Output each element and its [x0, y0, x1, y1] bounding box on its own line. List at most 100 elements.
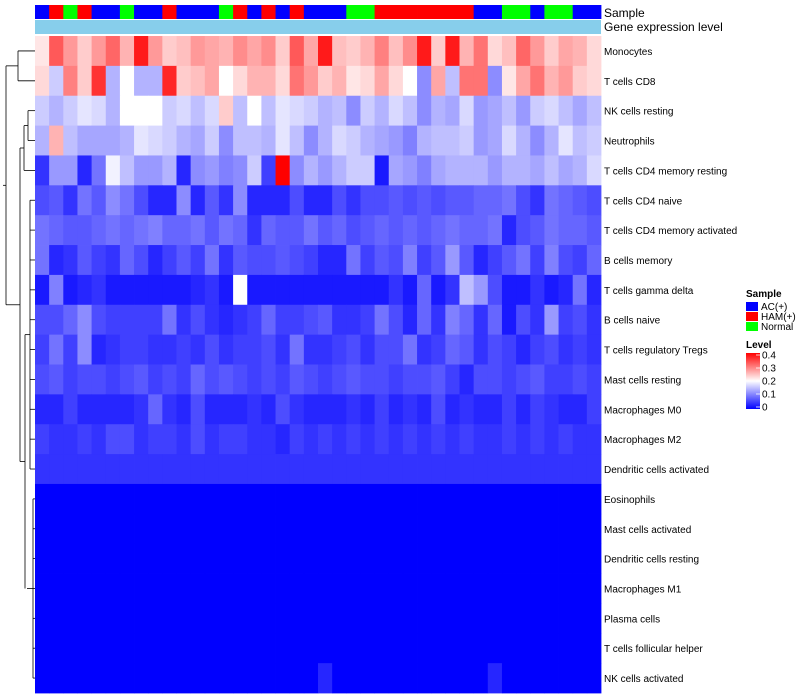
heatmap-cell — [417, 424, 432, 455]
heatmap-cell — [360, 543, 375, 574]
heatmap-cell — [417, 394, 432, 425]
heatmap-cell — [119, 394, 135, 425]
heatmap-cell — [289, 454, 305, 485]
heatmap-cell — [332, 95, 347, 126]
heatmap-cell — [148, 454, 163, 485]
heatmap-cell — [459, 573, 475, 604]
sample-cell-s16 — [247, 5, 262, 19]
heatmap-cell — [431, 513, 446, 545]
heatmap-cell — [572, 663, 588, 694]
heatmap-cell — [516, 334, 531, 365]
heatmap-cell — [402, 245, 418, 276]
heatmap-cell — [487, 364, 503, 395]
heatmap-cell — [289, 513, 305, 545]
heatmap-cell — [530, 543, 545, 574]
heatmap-cell — [530, 65, 545, 97]
heatmap-cell — [275, 483, 291, 515]
row-label: NK cells resting — [604, 107, 673, 118]
heatmap-cell — [332, 633, 347, 664]
heatmap-cell — [501, 125, 517, 156]
heatmap-cell — [148, 215, 163, 246]
heatmap-cell — [190, 663, 206, 694]
legend-label: HAM(+) — [761, 312, 796, 323]
heatmap-cell — [247, 483, 262, 515]
heatmap-cell — [162, 304, 177, 336]
heatmap-cell — [374, 95, 390, 126]
heatmap-cell — [388, 633, 404, 664]
heatmap-cell — [49, 155, 64, 186]
heatmap-cell — [303, 274, 319, 306]
heatmap-cell — [176, 215, 192, 246]
heatmap-cell — [332, 155, 347, 186]
heatmap-cell — [360, 334, 375, 365]
heatmap-cell — [35, 304, 50, 336]
heatmap-cell — [204, 215, 220, 246]
heatmap-cell — [360, 603, 375, 634]
level-ticks: 0.4 0.3 0.2 0.1 0 — [756, 351, 776, 414]
heatmap-cell — [148, 424, 163, 455]
heatmap-cell — [134, 36, 149, 67]
heatmap-cell — [162, 334, 177, 365]
heatmap-cell — [247, 424, 262, 455]
heatmap-cell — [119, 125, 135, 156]
heatmap-cell — [445, 394, 460, 425]
level-tick-label: 0.4 — [762, 351, 776, 362]
heatmap-cell — [303, 245, 319, 276]
heatmap-cell — [388, 334, 404, 365]
heatmap-cell — [445, 185, 460, 216]
heatmap-cell — [77, 364, 92, 395]
row-label: Mast cells activated — [604, 525, 691, 536]
sample-cell-s5 — [91, 5, 107, 19]
heatmap-cell — [63, 394, 78, 425]
heatmap-cell — [35, 454, 50, 485]
heatmap-cell — [303, 215, 319, 246]
heatmap-cell — [63, 95, 78, 126]
heatmap-cell — [162, 95, 177, 126]
heatmap-cell — [119, 633, 135, 664]
sample-cell-s13 — [204, 5, 220, 19]
heatmap-cell — [388, 663, 404, 694]
heatmap-cell — [218, 543, 234, 574]
heatmap-cell — [544, 513, 559, 545]
heatmap-cell — [49, 65, 64, 97]
heatmap-cell — [49, 513, 64, 545]
heatmap-cell — [275, 603, 291, 634]
heatmap-cell — [303, 424, 319, 455]
heatmap-cell — [558, 424, 574, 455]
heatmap-cell — [332, 36, 347, 67]
heatmap-cell — [119, 513, 135, 545]
heatmap-cell — [516, 633, 531, 664]
heatmap-cell — [544, 454, 559, 485]
heatmap-cell — [530, 663, 545, 694]
heatmap-cell — [261, 65, 276, 97]
heatmap-cell — [35, 603, 50, 634]
heatmap-cell — [35, 364, 50, 395]
heatmap-cell — [275, 155, 291, 186]
heatmap-cell — [289, 633, 305, 664]
legend-level-title: Level — [746, 340, 772, 351]
heatmap-cell — [558, 245, 574, 276]
heatmap-cell — [77, 185, 92, 216]
heatmap-cell — [275, 364, 291, 395]
heatmap-cell — [501, 543, 517, 574]
heatmap-cell — [586, 424, 602, 455]
legend-swatch — [746, 312, 758, 321]
heatmap-cell — [176, 394, 192, 425]
heatmap-cell — [572, 215, 588, 246]
heatmap-cell — [134, 394, 149, 425]
heatmap-cell — [119, 304, 135, 336]
sample-annotation-track — [35, 5, 602, 19]
sample-cell-s22 — [332, 5, 347, 19]
heatmap-cell — [204, 573, 220, 604]
heatmap-cell — [516, 274, 531, 306]
heatmap-cell — [473, 424, 489, 455]
heatmap-cell — [318, 424, 333, 455]
heatmap-cell — [572, 304, 588, 336]
heatmap-cell — [586, 274, 602, 306]
heatmap-cell — [374, 274, 390, 306]
heatmap-cell — [487, 513, 503, 545]
heatmap-cell — [275, 513, 291, 545]
sample-cell-s38 — [558, 5, 574, 19]
heatmap-cell — [303, 513, 319, 545]
heatmap-cell — [190, 424, 206, 455]
